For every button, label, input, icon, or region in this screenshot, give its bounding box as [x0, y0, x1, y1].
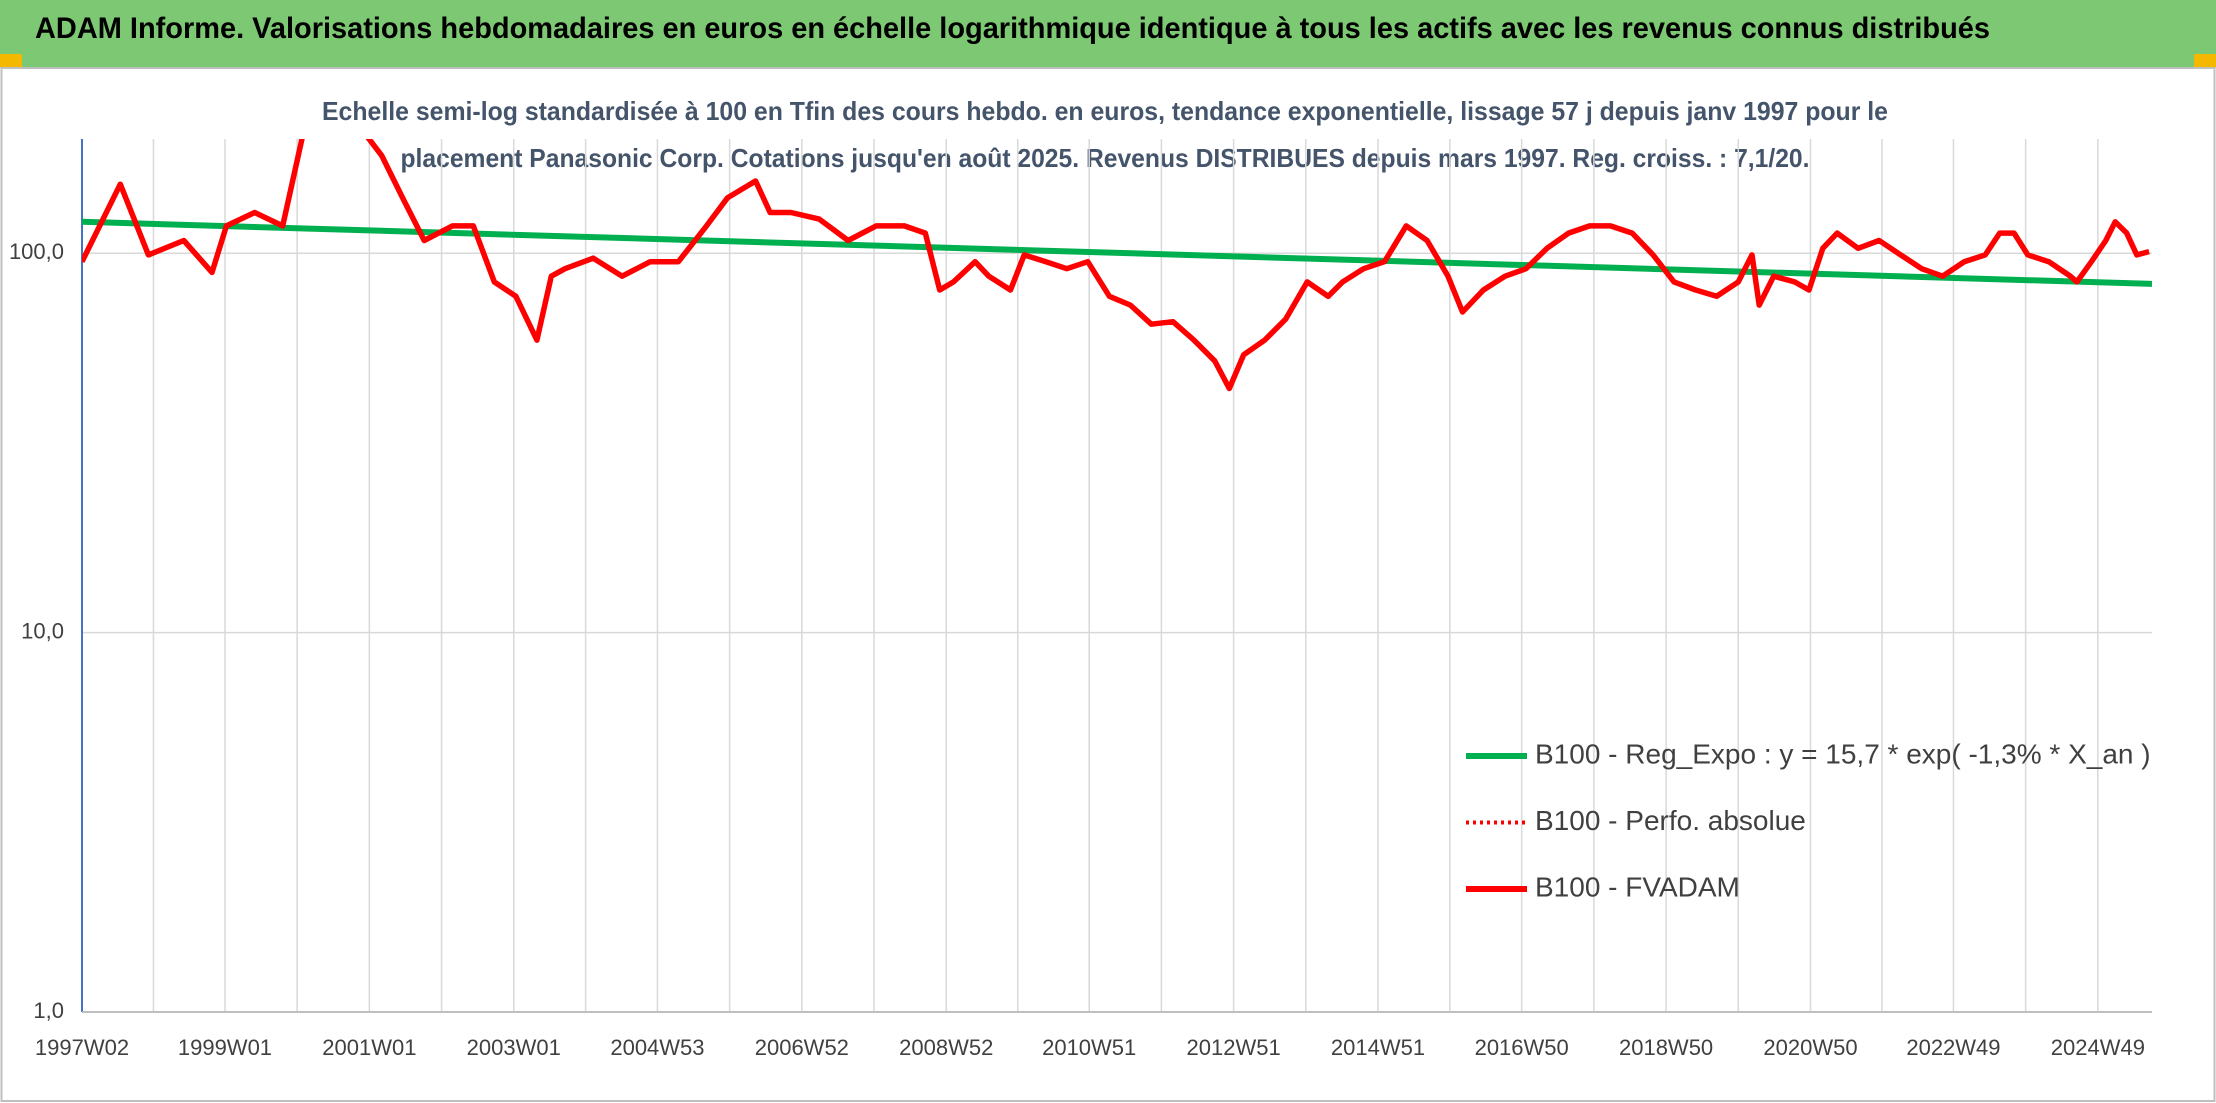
- x-tick-label: 2001W01: [322, 1035, 416, 1060]
- x-tick-label: 2014W51: [1331, 1035, 1425, 1060]
- x-tick-label: 2022W49: [1906, 1035, 2000, 1060]
- corner: [0, 54, 22, 68]
- legend-label: B100 - FVADAM: [1535, 871, 1740, 902]
- chart-title: ADAM Informe. Valorisations hebdomadaire…: [35, 12, 1990, 45]
- y-tick-label: 100,0: [9, 239, 64, 264]
- x-tick-label: 2003W01: [467, 1035, 561, 1060]
- x-tick-label: 2012W51: [1187, 1035, 1281, 1060]
- x-tick-label: 2008W52: [899, 1035, 993, 1060]
- x-tick-label: 2006W52: [755, 1035, 849, 1060]
- y-tick-label: 10,0: [21, 618, 64, 643]
- x-tick-label: 2018W50: [1619, 1035, 1713, 1060]
- x-tick-label: 2024W49: [2051, 1035, 2145, 1060]
- x-tick-label: 2004W53: [610, 1035, 704, 1060]
- x-tick-label: 1999W01: [178, 1035, 272, 1060]
- series-line: [82, 218, 2152, 287]
- x-tick-label: 1997W02: [35, 1035, 129, 1060]
- legend-label: B100 - Reg_Expo : y = 15,7 * exp( -1,3% …: [1535, 738, 2151, 769]
- corner: [2194, 54, 2216, 68]
- chart-frame: [0, 67, 2216, 1102]
- x-tick-label: 2016W50: [1475, 1035, 1569, 1060]
- header-bar: [0, 0, 2216, 68]
- chart-subtitle: Echelle semi-log standardisée à 100 en T…: [322, 96, 1888, 126]
- series-line: [82, 139, 2150, 392]
- x-tick-label: 2010W51: [1042, 1035, 1136, 1060]
- y-tick-label: 1,0: [33, 998, 64, 1023]
- x-tick-label: 2020W50: [1763, 1035, 1857, 1060]
- legend-label: B100 - Perfo. absolue: [1535, 805, 1806, 836]
- chart-subtitle: placement Panasonic Corp. Cotations jusq…: [401, 143, 1810, 173]
